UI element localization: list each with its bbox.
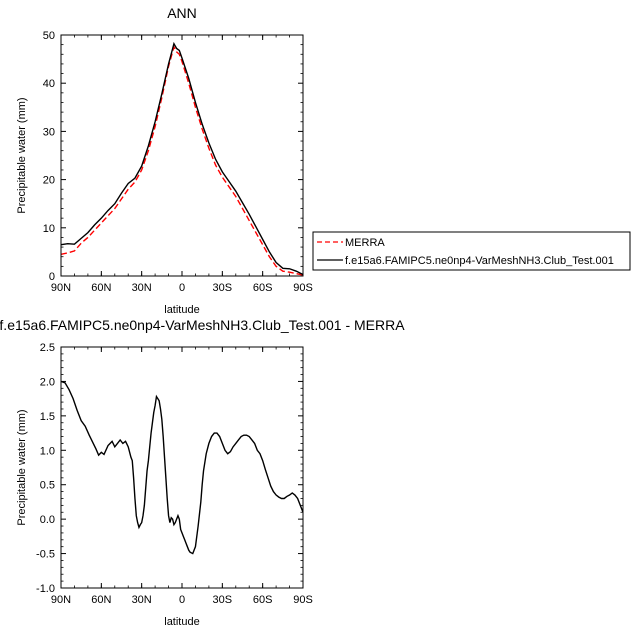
y-tick-label: 30 (43, 126, 55, 138)
x-tick-label: 60S (253, 594, 273, 606)
x-tick-label: 90S (293, 594, 313, 606)
x-tick-label: 30N (132, 282, 152, 294)
legend-box (312, 231, 631, 271)
y-tick-label: 2.0 (40, 376, 55, 388)
chart-difference: f.e15a6.FAMIPC5.ne0np4-VarMeshNH3.Club_T… (0, 317, 405, 628)
x-tick-label: 30S (213, 282, 233, 294)
x-tick-label: 90N (51, 594, 71, 606)
y-tick-label: 0.0 (40, 514, 55, 526)
series-line-0 (61, 45, 303, 276)
y-axis-label: Precipitable water (mm) (16, 97, 28, 213)
y-tick-label: 20 (43, 175, 55, 187)
plot-frame (60, 346, 304, 589)
x-tick-label: 30N (132, 594, 152, 606)
y-tick-label: 50 (43, 30, 55, 42)
y-tick-label: -0.5 (36, 549, 55, 561)
chart-title: f.e15a6.FAMIPC5.ne0np4-VarMeshNH3.Club_T… (0, 317, 405, 333)
x-tick-label: 60N (91, 594, 111, 606)
y-tick-label: 10 (43, 223, 55, 235)
x-tick-label: 90S (293, 282, 313, 294)
y-tick-label: 1.5 (40, 411, 55, 423)
plot-area: 90N 60N 30N 0 30S 60S 90S -1.0 -0.5 0.0 0.5 1.0 1.5 2… (36, 342, 313, 606)
y-tick-label: 1.0 (40, 445, 55, 457)
x-tick-label: 0 (179, 282, 185, 294)
plot-frame (60, 34, 304, 277)
x-axis-label: latitude (164, 304, 199, 316)
legend-label-merra: MERRA (345, 237, 385, 249)
series-line-1 (61, 41, 303, 276)
x-tick-label: 90N (51, 282, 71, 294)
x-tick-label: 0 (179, 594, 185, 606)
chart-ann: ANN 90N 60N 30N 0 30S 60S 90S 0 10 20 30 40 50 latit… (16, 5, 313, 316)
plot-area: 90N 60N 30N 0 30S 60S 90S 0 10 20 30 40 50 (43, 30, 313, 294)
x-tick-label: 60N (91, 282, 111, 294)
y-axis-label: Precipitable water (mm) (16, 409, 28, 525)
y-tick-label: 0.5 (40, 480, 55, 492)
y-tick-label: 2.5 (40, 342, 55, 354)
legend: MERRA f.e15a6.FAMIPC5.ne0np4-VarMeshNH3.… (312, 231, 631, 271)
legend-label-model: f.e15a6.FAMIPC5.ne0np4-VarMeshNH3.Club_T… (345, 255, 614, 267)
x-tick-label: 60S (253, 282, 273, 294)
chart-title: ANN (167, 5, 197, 21)
y-tick-label: -1.0 (36, 583, 55, 595)
y-tick-label: 40 (43, 78, 55, 90)
x-tick-label: 30S (213, 594, 233, 606)
y-tick-label: 0 (49, 271, 55, 283)
x-axis-label: latitude (164, 616, 199, 628)
series-line-0 (61, 380, 303, 555)
